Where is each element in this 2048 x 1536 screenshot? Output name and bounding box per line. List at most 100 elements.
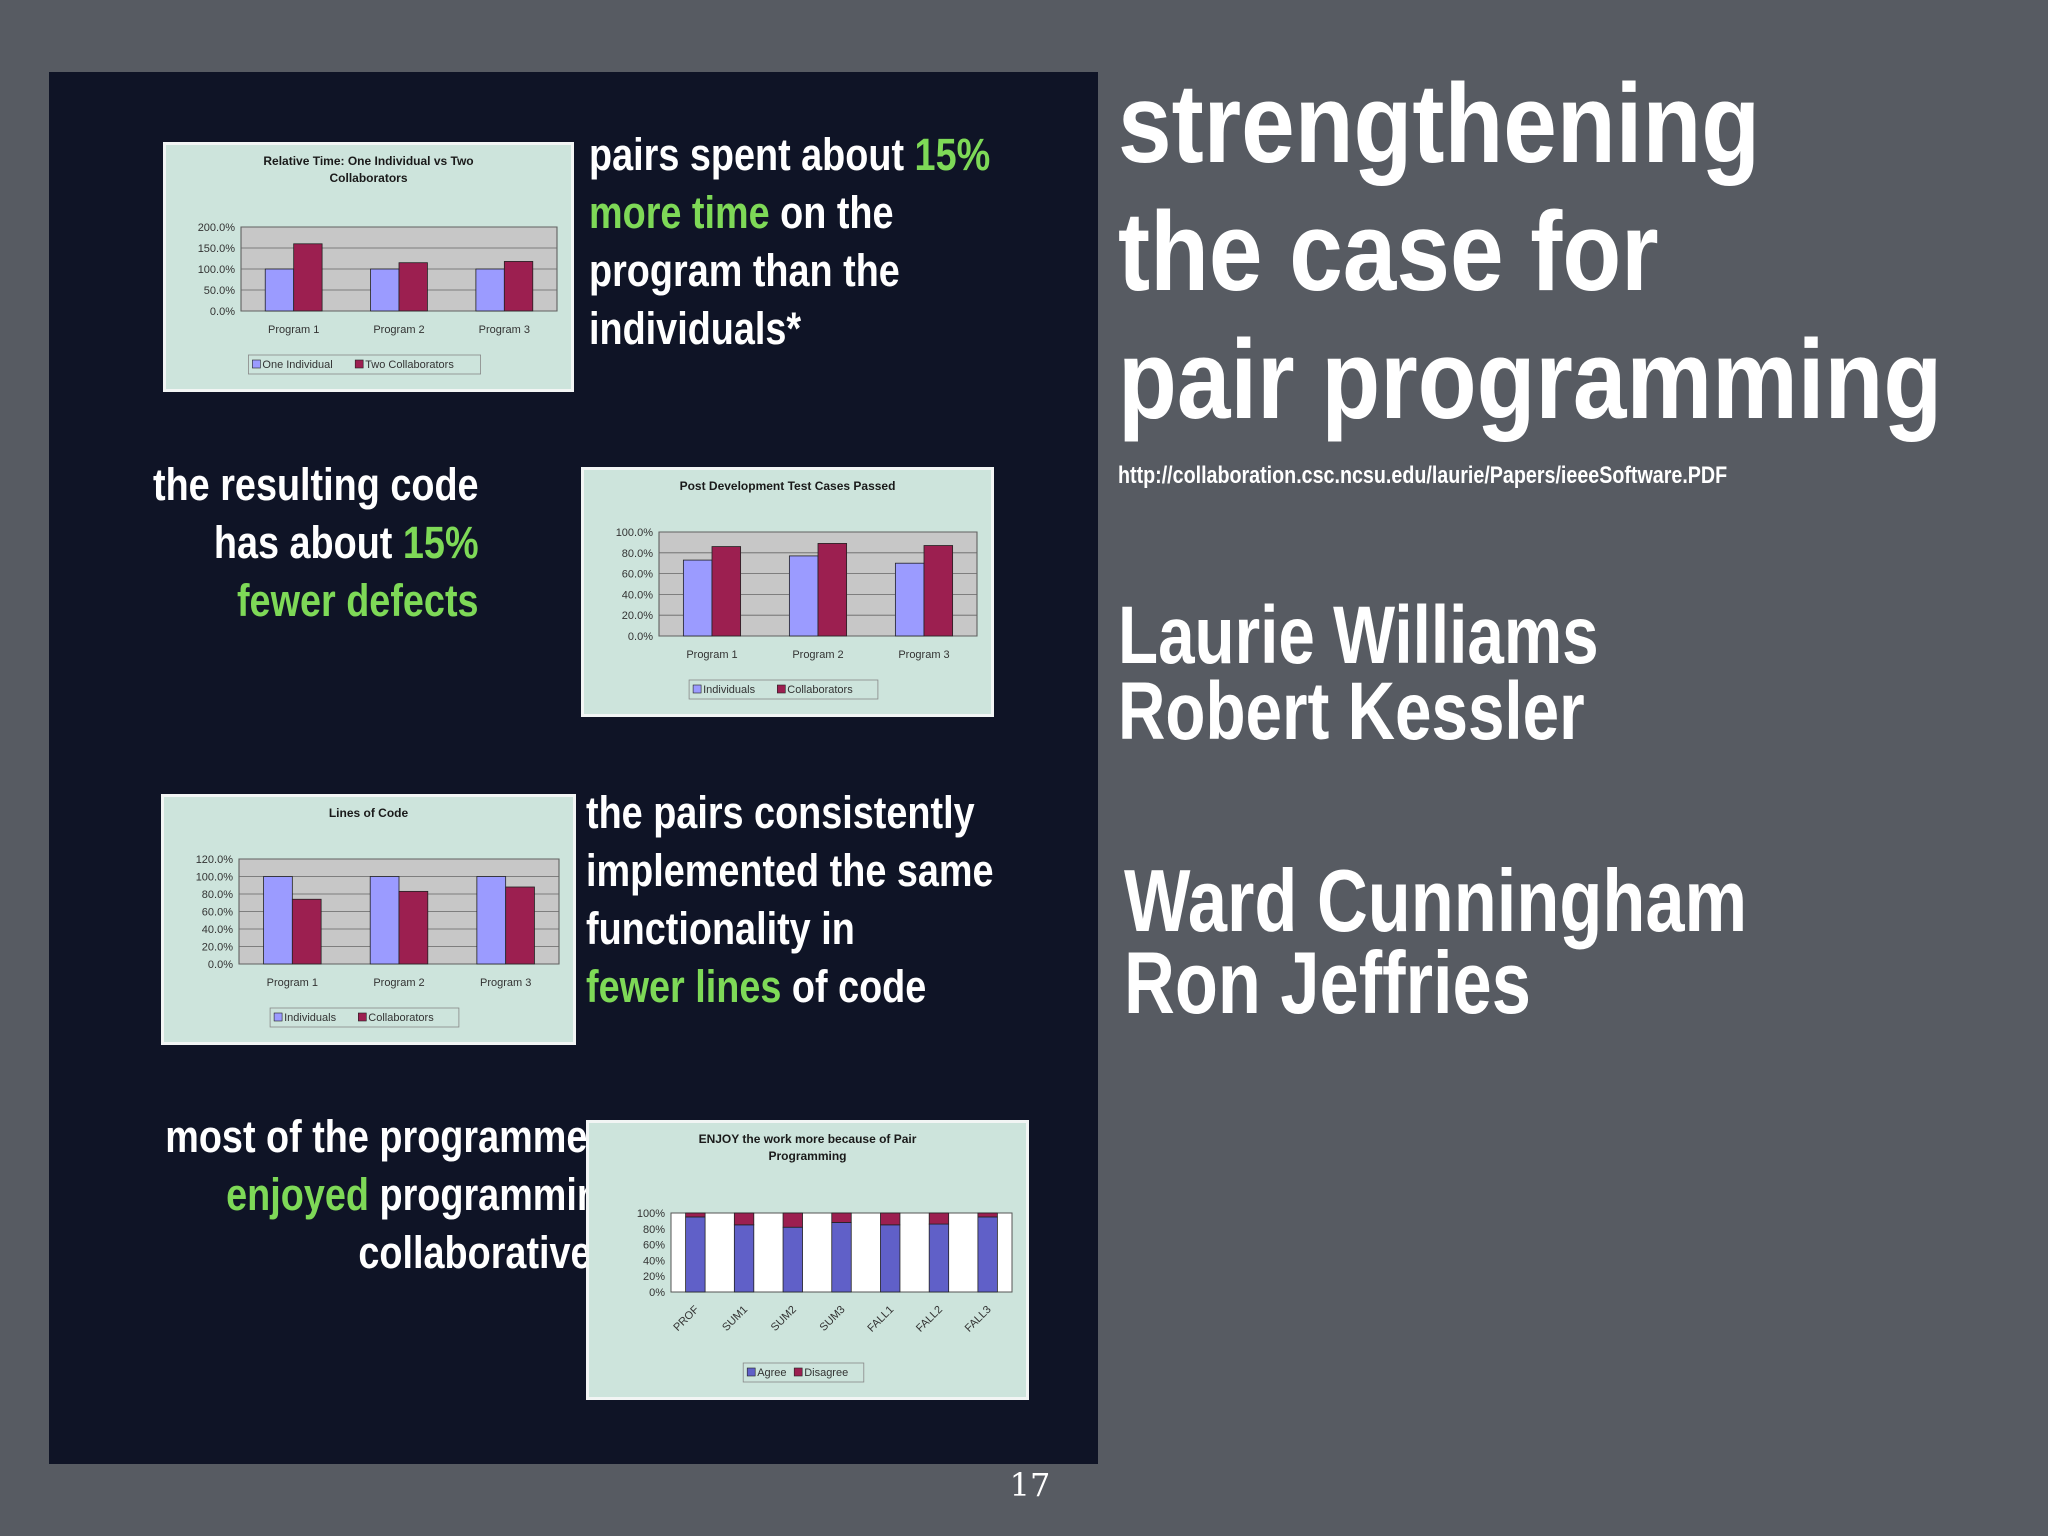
claim-more-time: pairs spent about 15% more time on the pro… xyxy=(589,126,990,358)
y-tick-label: 150.0% xyxy=(198,243,236,255)
chart-title: Programming xyxy=(768,1149,846,1163)
legend-label: Individuals xyxy=(284,1012,336,1024)
legend-border xyxy=(742,1362,865,1383)
bar xyxy=(880,1212,901,1226)
bar xyxy=(370,268,400,312)
bar xyxy=(263,876,293,965)
bar xyxy=(398,890,429,965)
y-tick-label: 100.0% xyxy=(616,527,654,539)
x-tick-label: Program 3 xyxy=(480,977,531,989)
bar xyxy=(293,243,323,312)
claim-line: most of the programmers xyxy=(165,1108,623,1166)
claim-text: program than the xyxy=(589,245,900,296)
chart-legend: One Individual Two Collaborators xyxy=(248,354,481,375)
claim-line: the pairs consistently xyxy=(586,784,994,842)
bar xyxy=(733,1224,755,1293)
lines-of-code-chart: Lines of Code 120.0% 100.0% 80.0% 60.0% 40.0%… xyxy=(161,794,576,1045)
bar xyxy=(264,268,295,312)
y-tick-label: 100.0% xyxy=(198,264,236,276)
claim-text: of code xyxy=(781,961,927,1012)
bar xyxy=(977,1216,998,1293)
chart-legend: Individuals Collaborators xyxy=(269,1007,460,1028)
claim-text: the pairs consistently xyxy=(586,787,975,838)
claim-line: the resulting code xyxy=(153,456,479,514)
y-tick-label: 120.0% xyxy=(196,854,234,866)
claim-text: implemented the same xyxy=(586,845,994,896)
y-tick-label: 60.0% xyxy=(622,569,653,581)
legend-label: Two Collaborators xyxy=(365,359,454,371)
x-tick-label: Program 2 xyxy=(373,977,424,989)
y-tick-label: 80% xyxy=(643,1224,665,1236)
legend-swatch xyxy=(358,1012,367,1022)
chart-legend: Individuals Collaborators xyxy=(688,679,879,700)
bar xyxy=(682,559,713,637)
y-tick-label: 20.0% xyxy=(202,942,233,954)
legend-label: Collaborators xyxy=(368,1012,434,1024)
author-name: Ward Cunningham xyxy=(1124,851,1748,950)
highlighted-text: 15% xyxy=(914,129,991,180)
legend-border xyxy=(688,679,879,700)
legend-label: Disagree xyxy=(804,1367,848,1379)
bar xyxy=(476,876,507,965)
legend-label: One Individual xyxy=(262,359,332,371)
claim-line: more time on the xyxy=(589,184,990,242)
bar xyxy=(291,898,322,965)
x-tick-label: Program 1 xyxy=(268,324,319,336)
y-tick-label: 60% xyxy=(643,1240,665,1252)
bar xyxy=(788,555,819,637)
bar xyxy=(831,1222,852,1293)
claim-line: fewer lines of code xyxy=(586,958,994,1016)
y-tick-label: 100.0% xyxy=(196,872,234,884)
bar xyxy=(685,1212,706,1218)
claim-text: pairs spent about xyxy=(589,129,915,180)
claim-line: enjoyed programming xyxy=(165,1166,623,1224)
legend-label: Collaborators xyxy=(787,684,853,696)
relative-time-chart: Relative Time: One Individual vs Two Coll… xyxy=(163,142,574,392)
chart-title: Relative Time: One Individual vs Two xyxy=(263,154,473,168)
claim-line: implemented the same xyxy=(586,842,994,900)
claim-text: on the xyxy=(769,187,894,238)
highlighted-text: enjoyed xyxy=(226,1169,369,1220)
legend-swatch xyxy=(746,1367,756,1377)
y-tick-label: 20% xyxy=(643,1271,665,1283)
claim-line: program than the xyxy=(589,242,990,300)
x-tick-label: SUM2 xyxy=(769,1304,799,1334)
y-tick-label: 100% xyxy=(637,1208,665,1220)
title-line: the case for xyxy=(1118,189,1659,314)
y-tick-label: 20.0% xyxy=(622,610,653,622)
x-tick-label: Program 3 xyxy=(479,324,530,336)
y-tick-label: 40% xyxy=(643,1255,665,1267)
bar xyxy=(733,1212,755,1226)
claim-line: fewer defects xyxy=(153,572,479,630)
source-url: http://collaboration.csc.ncsu.edu/laurie… xyxy=(1118,462,1728,489)
x-tick-label: Program 1 xyxy=(686,649,737,661)
claim-text: has about xyxy=(214,517,404,568)
claim-text: the resulting code xyxy=(153,459,479,510)
bar xyxy=(475,268,505,312)
bar xyxy=(977,1212,998,1218)
x-tick-label: FALL1 xyxy=(865,1304,896,1335)
y-tick-label: 200.0% xyxy=(198,222,236,234)
highlighted-text: 15% xyxy=(403,517,479,568)
title-line: strengthening xyxy=(1118,61,1761,186)
highlighted-text: fewer defects xyxy=(237,575,479,626)
claim-line: functionality in xyxy=(586,900,994,958)
author-name: Robert Kessler xyxy=(1118,666,1585,757)
chart-legend: Agree Disagree xyxy=(742,1362,865,1383)
claim-text: programming xyxy=(368,1169,623,1220)
bar xyxy=(369,876,400,965)
bar xyxy=(782,1212,803,1228)
claim-text: functionality in xyxy=(586,903,855,954)
claim-line: has about 15% xyxy=(153,514,479,572)
author-name: Ron Jeffries xyxy=(1124,933,1531,1032)
chart-title: Post Development Test Cases Passed xyxy=(680,479,896,493)
x-tick-label: SUM1 xyxy=(720,1304,750,1334)
y-tick-label: 0.0% xyxy=(628,631,653,643)
claim-line: individuals* xyxy=(589,300,990,358)
chart-title: ENJOY the work more because of Pair xyxy=(699,1132,917,1146)
x-tick-label: SUM3 xyxy=(818,1304,848,1334)
bar xyxy=(685,1216,706,1293)
bar xyxy=(880,1224,901,1293)
y-tick-label: 0.0% xyxy=(210,306,235,318)
bar xyxy=(894,562,925,637)
